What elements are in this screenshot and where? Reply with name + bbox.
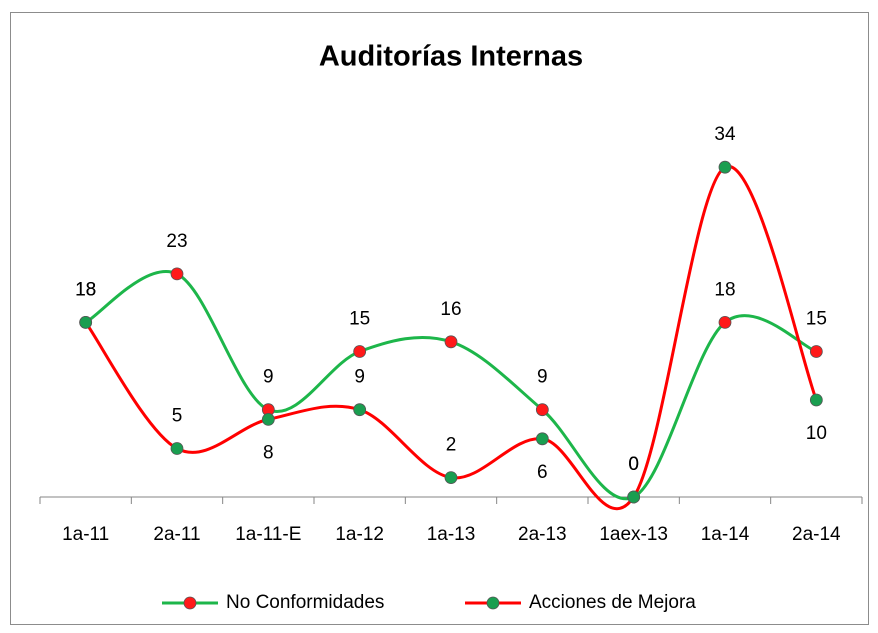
x-tick-label: 1aex-13 <box>599 524 668 545</box>
legend-label: Acciones de Mejora <box>529 592 696 613</box>
chart-title: Auditorías Internas <box>319 41 583 73</box>
data-point <box>444 335 458 349</box>
data-point <box>627 490 641 504</box>
x-tick-label: 1a-11-E <box>235 524 301 545</box>
x-tick-label: 2a-13 <box>518 524 567 545</box>
data-label: 10 <box>806 423 827 444</box>
x-tick-label: 1a-11 <box>62 524 109 545</box>
data-point <box>718 315 732 329</box>
x-tick-label: 2a-11 <box>153 524 200 545</box>
data-point <box>535 432 549 446</box>
data-point <box>170 442 184 455</box>
data-label: 2 <box>446 435 457 456</box>
data-label: 0 <box>628 454 639 475</box>
data-point <box>170 267 184 281</box>
data-label: 15 <box>349 309 370 330</box>
data-label: 9 <box>354 367 365 388</box>
data-label: 18 <box>75 279 96 300</box>
data-point <box>718 160 732 174</box>
data-label: 16 <box>440 299 461 320</box>
data-point <box>79 315 93 329</box>
x-tick-label: 2a-14 <box>792 524 841 545</box>
data-point <box>353 403 367 417</box>
legend-label: No Conformidades <box>226 592 384 613</box>
data-point <box>261 412 275 426</box>
data-label: 6 <box>537 462 548 483</box>
data-point <box>809 345 823 358</box>
legend-marker <box>183 596 197 610</box>
data-point <box>809 393 823 407</box>
data-point <box>535 403 549 417</box>
data-label: 23 <box>166 231 187 252</box>
data-label: 15 <box>806 309 827 330</box>
data-point <box>353 345 367 358</box>
data-point <box>444 471 458 485</box>
data-label: 18 <box>714 279 735 300</box>
data-label: 18 <box>75 279 96 300</box>
data-label: 8 <box>263 442 274 463</box>
data-label: 9 <box>263 367 274 388</box>
data-label: 34 <box>714 124 736 145</box>
x-tick-label: 1a-14 <box>701 524 750 545</box>
data-label: 0 <box>628 454 639 475</box>
x-tick-label: 1a-12 <box>335 524 384 545</box>
x-tick-label: 1a-13 <box>427 524 476 545</box>
data-label: 9 <box>537 367 548 388</box>
legend-marker <box>486 596 500 610</box>
data-label: 5 <box>172 406 183 427</box>
